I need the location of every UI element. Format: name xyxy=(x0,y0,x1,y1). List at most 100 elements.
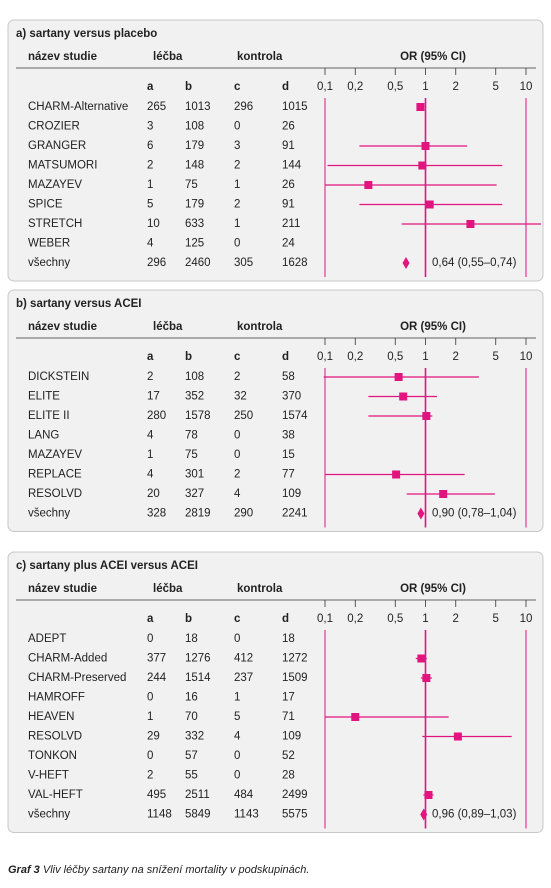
cell: 495 xyxy=(147,789,166,801)
cell: 1148 xyxy=(147,809,172,821)
cell: 2511 xyxy=(185,789,210,801)
cell: 377 xyxy=(147,653,166,665)
study-name: VAL-HEFT xyxy=(28,789,83,801)
or-square xyxy=(424,791,433,799)
x-tick-label: 10 xyxy=(520,81,533,93)
header: název studie xyxy=(28,51,97,63)
cell: 2460 xyxy=(185,257,211,269)
study-name: CHARM-Preserved xyxy=(28,672,126,684)
cell: 75 xyxy=(185,179,198,191)
caption-text: Vliv léčby sartany na snížení mortality … xyxy=(42,864,310,876)
cell: 52 xyxy=(282,750,295,762)
cell: 4 xyxy=(147,430,154,442)
column-label: b xyxy=(185,81,192,93)
cell: 1574 xyxy=(282,410,308,422)
x-tick-label: 0,5 xyxy=(387,351,403,363)
study-name: WEBER xyxy=(28,238,70,250)
cell: 265 xyxy=(147,101,166,113)
study-name: TONKON xyxy=(28,750,77,762)
x-tick-label: 2 xyxy=(453,81,459,93)
cell: 91 xyxy=(282,199,295,211)
or-square xyxy=(453,732,462,741)
cell: 16 xyxy=(185,692,198,704)
panel xyxy=(7,19,544,282)
column-label: c xyxy=(234,81,241,93)
cell: 332 xyxy=(185,731,204,743)
pooled-diamond xyxy=(420,808,428,821)
header: název studie xyxy=(28,583,97,595)
x-tick-label: 10 xyxy=(520,613,533,625)
cell: 179 xyxy=(185,199,204,211)
cell: 0 xyxy=(234,750,240,762)
panel xyxy=(7,551,544,833)
cell: 109 xyxy=(282,731,301,743)
header: OR (95% CI) xyxy=(400,321,466,333)
cell: 32 xyxy=(234,391,247,403)
cell: 5 xyxy=(234,711,240,723)
cell: 108 xyxy=(185,371,204,383)
header: OR (95% CI) xyxy=(400,51,466,63)
cell: 1628 xyxy=(282,257,308,269)
cell: 91 xyxy=(282,140,295,152)
or-square xyxy=(394,373,403,381)
study-name: V-HEFT xyxy=(28,770,69,782)
x-tick-label: 10 xyxy=(520,351,533,363)
header: léčba xyxy=(153,321,183,333)
cell: 352 xyxy=(185,391,204,403)
or-square xyxy=(364,181,373,189)
column-label: d xyxy=(282,351,289,363)
x-tick-label: 1 xyxy=(422,613,428,625)
cell: 484 xyxy=(234,789,254,801)
cell: 78 xyxy=(185,430,198,442)
cell: 75 xyxy=(185,449,198,461)
cell: 17 xyxy=(147,391,160,403)
cell: 71 xyxy=(282,711,295,723)
cell: 26 xyxy=(282,179,295,191)
x-tick-label: 0,5 xyxy=(387,613,403,625)
x-tick-label: 5 xyxy=(493,613,499,625)
study-name: RESOLVD xyxy=(28,488,82,500)
cell: 70 xyxy=(185,711,198,723)
cell: 18 xyxy=(282,633,295,645)
header: kontrola xyxy=(237,51,283,63)
or-square xyxy=(418,161,427,170)
column-label: a xyxy=(147,351,154,363)
header: kontrola xyxy=(237,321,283,333)
cell: 244 xyxy=(147,672,167,684)
or-square xyxy=(425,200,434,209)
study-name: MATSUMORI xyxy=(28,160,97,172)
caption-label: Graf 3 xyxy=(8,864,40,876)
cell: 5849 xyxy=(185,809,211,821)
pooled-diamond xyxy=(417,507,425,520)
caption: Graf 3 Vliv léčby sartany na snížení mor… xyxy=(8,864,309,876)
x-tick-label: 0,2 xyxy=(347,351,363,363)
cell: 2 xyxy=(234,199,240,211)
x-tick-label: 1 xyxy=(422,351,428,363)
study-name: DICKSTEIN xyxy=(28,371,89,383)
cell: 3 xyxy=(234,140,240,152)
cell: 237 xyxy=(234,672,253,684)
x-tick-label: 0,1 xyxy=(317,81,333,93)
study-name: ELITE xyxy=(28,391,60,403)
cell: 0 xyxy=(234,633,240,645)
or-square xyxy=(421,142,430,150)
column-label: c xyxy=(234,351,241,363)
cell: 327 xyxy=(185,488,204,500)
cell: 109 xyxy=(282,488,301,500)
cell: 0 xyxy=(147,750,153,762)
cell: 18 xyxy=(185,633,198,645)
study-name: MAZAYEV xyxy=(28,449,82,461)
study-name: HEAVEN xyxy=(28,711,74,723)
x-tick-label: 5 xyxy=(493,81,499,93)
cell: 296 xyxy=(234,101,253,113)
column-label: b xyxy=(185,613,192,625)
cell: 1 xyxy=(234,179,240,191)
cell: 57 xyxy=(185,750,198,762)
panel-title: c) sartany plus ACEI versus ACEI xyxy=(16,560,198,572)
panel-title: a) sartany versus placebo xyxy=(16,28,157,40)
cell: 296 xyxy=(147,257,166,269)
cell: 58 xyxy=(282,371,295,383)
or-square xyxy=(392,470,401,479)
x-tick-label: 0,1 xyxy=(317,613,333,625)
